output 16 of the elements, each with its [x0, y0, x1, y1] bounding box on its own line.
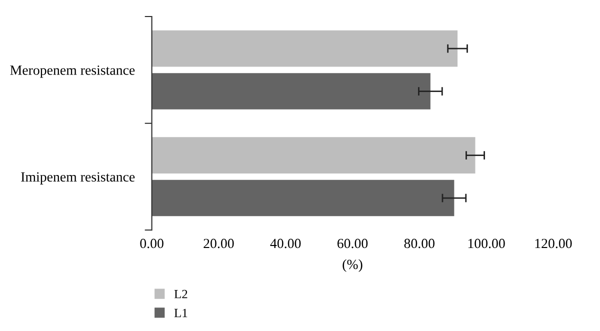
y-tick-label: Meropenem resistance — [10, 66, 135, 78]
bar — [152, 180, 454, 216]
x-tick-label: 80.00 — [404, 238, 434, 248]
bar — [152, 30, 458, 67]
x-tick-label: 100.00 — [468, 238, 505, 248]
x-tick-label: 40.00 — [270, 238, 301, 248]
x-axis-title: (%) — [342, 259, 362, 272]
legend-label: L2 — [174, 290, 188, 298]
x-tick-label: 120.00 — [535, 238, 572, 248]
x-tick-label: 0.00 — [140, 238, 164, 248]
x-tick-label: 20.00 — [204, 238, 234, 248]
y-tick-label: Imipenem resistance — [21, 172, 135, 184]
bar — [152, 137, 476, 174]
bar — [152, 73, 430, 110]
x-tick-label: 60.00 — [337, 238, 368, 248]
legend-label: L1 — [174, 308, 188, 318]
